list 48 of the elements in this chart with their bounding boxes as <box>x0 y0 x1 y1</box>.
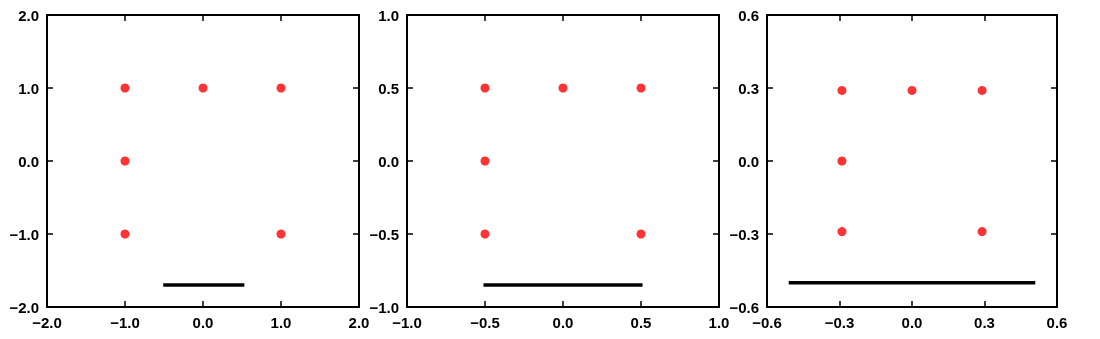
y-tick-label: −0.5 <box>369 225 399 243</box>
x-tick-label: 1.0 <box>270 314 292 331</box>
y-tick-label: 0.6 <box>738 6 759 24</box>
point <box>276 229 286 239</box>
point <box>480 156 490 166</box>
x-tick-label: −2.0 <box>32 314 62 331</box>
y-tick-label: −0.6 <box>729 298 759 316</box>
x-tick-label: −1.0 <box>392 314 422 331</box>
x-tick-label: 0.0 <box>901 314 923 331</box>
point <box>636 83 646 93</box>
point <box>977 85 987 95</box>
x-tick-label: −1.0 <box>110 314 140 331</box>
point <box>120 229 130 239</box>
point <box>480 229 490 239</box>
x-tick-label: 0.5 <box>630 314 652 331</box>
x-tick-label: −0.3 <box>824 314 855 331</box>
y-tick-label: −1.0 <box>369 298 399 316</box>
y-tick-label: 0.0 <box>378 152 399 170</box>
y-tick-label: 0.0 <box>738 152 759 170</box>
y-tick-label: 1.0 <box>378 6 399 24</box>
y-tick-label: −2.0 <box>9 298 39 316</box>
point <box>907 85 917 95</box>
y-tick-label: 1.0 <box>18 79 39 97</box>
y-tick-label: 0.3 <box>738 79 759 97</box>
point <box>276 83 286 93</box>
y-tick-label: 2.0 <box>18 6 39 24</box>
point <box>558 83 568 93</box>
point <box>480 83 490 93</box>
point <box>977 227 987 237</box>
x-tick-label: 0.3 <box>974 314 995 331</box>
point <box>837 85 847 95</box>
x-tick-label: −0.6 <box>752 314 782 331</box>
y-tick-label: 0.0 <box>18 152 39 170</box>
point <box>636 229 646 239</box>
y-tick-label: −0.3 <box>729 225 759 243</box>
x-tick-label: −0.5 <box>470 314 500 331</box>
x-tick-label: 2.0 <box>348 314 370 331</box>
point <box>120 156 130 166</box>
x-tick-label: 1.0 <box>708 314 730 331</box>
x-tick-label: 0.6 <box>1046 314 1068 331</box>
x-tick-label: 0.0 <box>552 314 574 331</box>
y-tick-label: −1.0 <box>9 225 39 243</box>
y-tick-label: 0.5 <box>378 79 399 97</box>
point <box>837 156 847 166</box>
point <box>198 83 208 93</box>
point <box>120 83 130 93</box>
x-tick-label: 0.0 <box>192 314 214 331</box>
point <box>837 227 847 237</box>
